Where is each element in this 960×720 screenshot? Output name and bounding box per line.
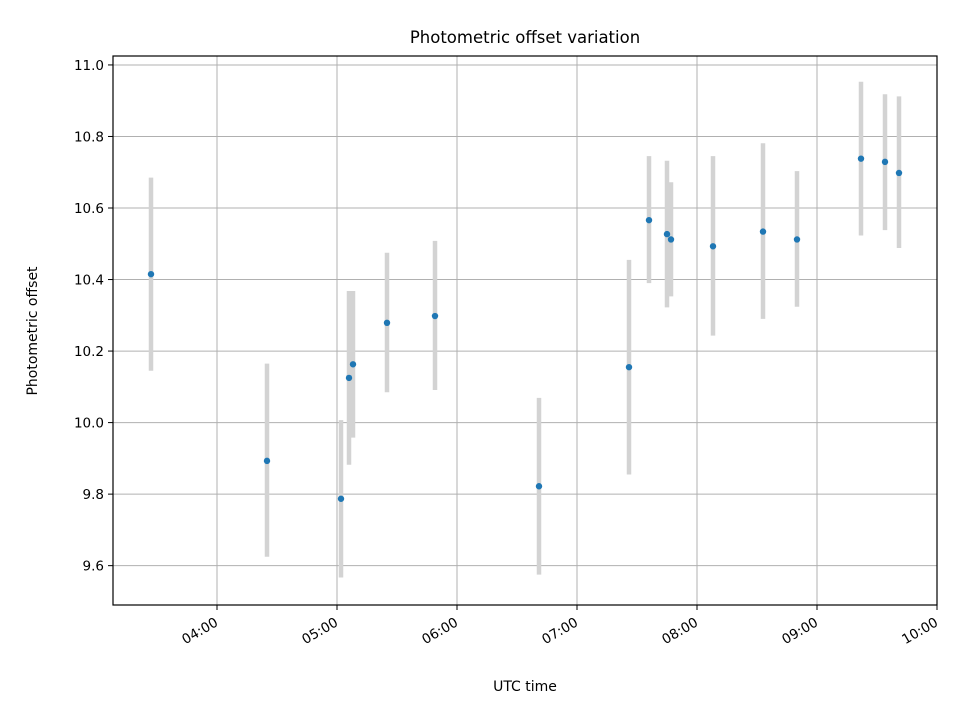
grid — [113, 56, 938, 605]
y-tick-label: 11.0 — [74, 58, 104, 74]
y-tick-label: 10.6 — [74, 201, 104, 217]
y-tick-label: 10.4 — [74, 273, 104, 289]
data-point — [383, 319, 391, 327]
data-point — [431, 312, 439, 320]
plot-background — [113, 56, 937, 605]
y-tick-label: 10.2 — [74, 344, 104, 360]
data-point — [663, 230, 671, 238]
data-point — [759, 228, 767, 235]
y-tick-label: 9.6 — [83, 559, 104, 575]
y-tick-label: 10.8 — [74, 129, 104, 145]
x-axis-label: UTC time — [493, 679, 557, 695]
data-point — [345, 374, 353, 382]
y-tick-label: 10.0 — [74, 416, 104, 432]
data-point — [535, 483, 543, 490]
y-axis-label: Photometric offset — [25, 266, 41, 396]
data-point — [857, 155, 865, 162]
x-tick-label: 05:00 — [299, 615, 341, 648]
x-tick-label: 06:00 — [419, 615, 461, 648]
data-point — [667, 236, 675, 243]
y-axis-ticks: 9.6 9.8 10.0 10.2 10.4 10.6 10.8 11.0 — [74, 58, 113, 575]
x-axis-ticks: 04:00 05:00 06:00 07:00 08:00 09:00 10:00 — [179, 605, 941, 648]
data-point — [709, 243, 717, 250]
x-tick-label: 04:00 — [179, 615, 221, 648]
data-point — [645, 216, 653, 224]
data-point — [793, 236, 801, 243]
x-tick-label: 07:00 — [539, 615, 581, 648]
data-point — [337, 495, 345, 502]
data-point — [625, 363, 633, 371]
y-tick-label: 9.8 — [83, 487, 104, 503]
x-tick-label: 10:00 — [899, 615, 941, 648]
x-tick-label: 08:00 — [659, 615, 701, 648]
data-point — [881, 158, 889, 166]
data-point — [263, 457, 271, 465]
data-point — [349, 361, 357, 368]
data-point — [147, 270, 155, 278]
data-points — [147, 155, 903, 502]
x-tick-label: 09:00 — [779, 615, 821, 648]
plot-frame — [112, 55, 938, 606]
data-point — [895, 169, 903, 177]
chart-title: Photometric offset variation — [410, 28, 640, 47]
